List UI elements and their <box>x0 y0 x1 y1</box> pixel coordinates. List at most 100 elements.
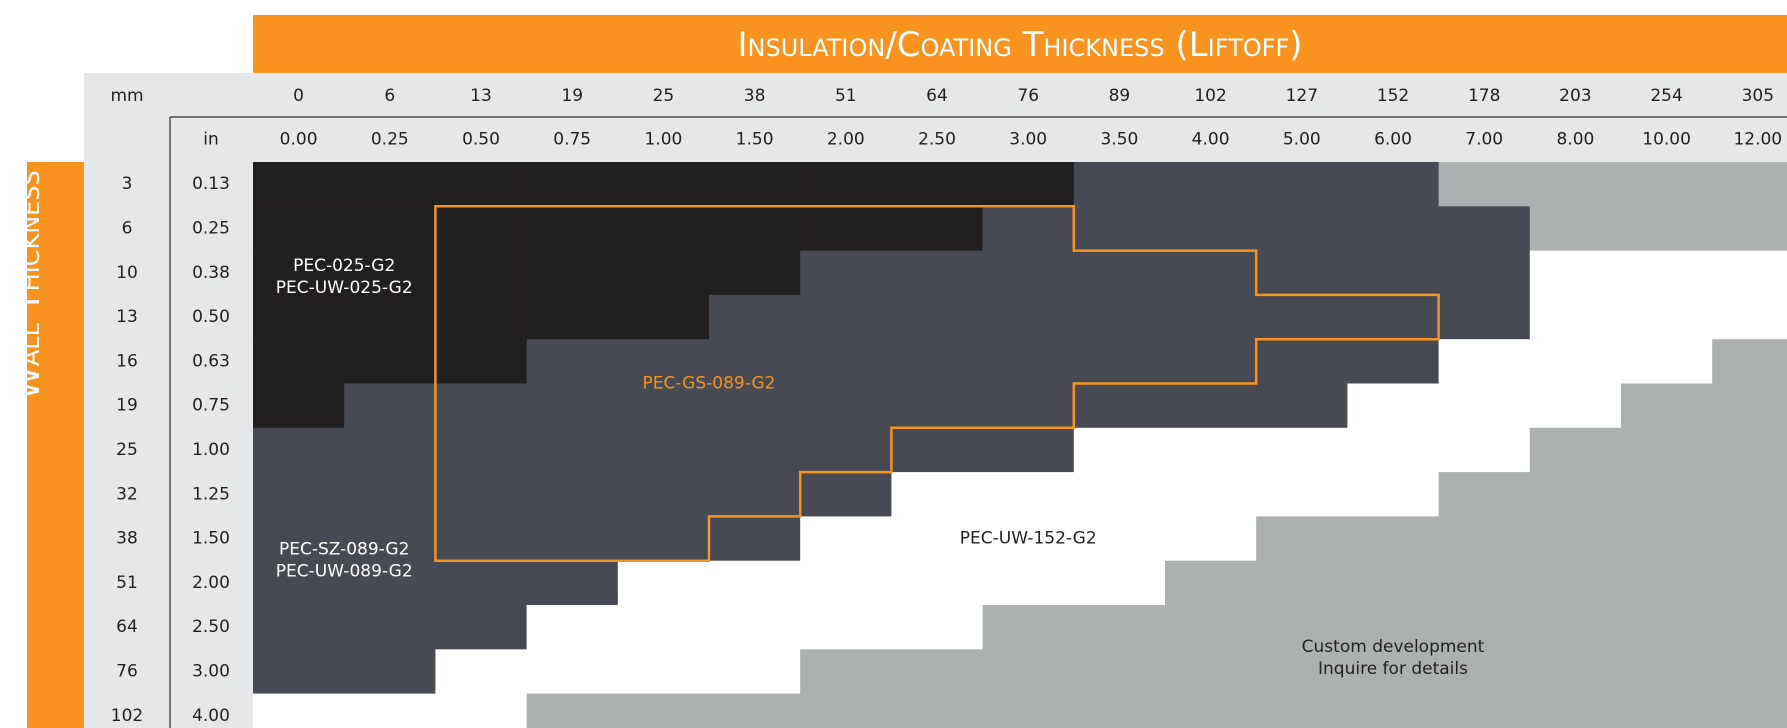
y-tick-mm: 16 <box>116 351 138 371</box>
cell-r10-c14 <box>1529 605 1622 650</box>
cell-r9-c2 <box>435 560 528 606</box>
cell-r11-c9 <box>1073 649 1166 695</box>
cell-r9-c9 <box>1073 560 1166 606</box>
cell-r10-c16 <box>1712 605 1787 650</box>
liftoff-header-banner: Insulation/Coating Thickness (Liftoff) <box>253 15 1787 73</box>
y-tick-in: 2.00 <box>192 573 230 593</box>
cell-r12-c6 <box>800 693 892 728</box>
cell-r5-c13 <box>1438 383 1531 429</box>
cell-r3-c8 <box>982 294 1075 340</box>
cell-r11-c12 <box>1347 649 1440 695</box>
x-tick-mm: 51 <box>835 86 857 106</box>
cell-r10-c10 <box>1165 605 1257 650</box>
cell-r1-c8 <box>982 206 1075 252</box>
cell-r3-c5 <box>709 294 801 340</box>
cell-r4-c3 <box>526 339 619 385</box>
x-tick-in: 4.00 <box>1192 130 1230 150</box>
cell-r5-c12 <box>1347 383 1440 429</box>
cell-r3-c10 <box>1165 294 1257 340</box>
x-tick-in: 6.00 <box>1374 130 1412 150</box>
cell-r4-c5 <box>709 339 801 385</box>
x-tick-mm: 19 <box>561 86 583 106</box>
x-tick-mm: 102 <box>1194 86 1226 106</box>
cell-r8-c1 <box>344 516 436 562</box>
cell-r12-c8 <box>982 693 1075 728</box>
cell-r0-c3 <box>526 162 619 207</box>
cell-r11-c4 <box>617 649 710 695</box>
x-tick-mm: 254 <box>1650 86 1682 106</box>
cell-r3-c6 <box>800 294 892 340</box>
y-tick-in: 0.63 <box>192 351 230 371</box>
y-tick-in: 0.38 <box>192 263 230 283</box>
cell-r6-c2 <box>435 427 528 473</box>
cell-r1-c12 <box>1347 206 1440 252</box>
cell-r0-c12 <box>1347 162 1440 207</box>
cell-r5-c3 <box>526 383 619 429</box>
cell-r3-c7 <box>891 294 984 340</box>
cell-r0-c9 <box>1073 162 1166 207</box>
cell-r10-c4 <box>617 605 710 650</box>
cell-r9-c6 <box>800 560 892 606</box>
region-label-pecsz: PEC-UW-089-G2 <box>276 562 413 582</box>
y-tick-mm: 38 <box>116 529 138 549</box>
cell-r3-c4 <box>617 294 710 340</box>
y-axis-header-bg <box>84 162 253 728</box>
x-tick-mm: 89 <box>1109 86 1131 106</box>
x-tick-mm: 6 <box>384 86 395 106</box>
cell-r8-c9 <box>1073 516 1166 562</box>
cell-r1-c15 <box>1621 206 1713 252</box>
cell-r10-c2 <box>435 605 528 650</box>
cell-r11-c2 <box>435 649 528 695</box>
cell-r10-c5 <box>709 605 801 650</box>
unit-label-mm: mm <box>110 86 143 106</box>
cell-r9-c0 <box>253 560 345 606</box>
cell-r7-c13 <box>1438 472 1531 517</box>
cell-r4-c1 <box>344 339 436 385</box>
cell-r12-c9 <box>1073 693 1166 728</box>
cell-r6-c6 <box>800 427 892 473</box>
cell-r2-c1 <box>344 250 436 296</box>
cell-r4-c10 <box>1165 339 1257 385</box>
cell-r4-c8 <box>982 339 1075 385</box>
y-tick-in: 4.00 <box>192 706 230 726</box>
cell-r4-c12 <box>1347 339 1440 385</box>
cell-r7-c1 <box>344 472 436 517</box>
cell-r12-c4 <box>617 693 710 728</box>
cell-r9-c7 <box>891 560 984 606</box>
cell-r11-c10 <box>1165 649 1257 695</box>
cell-r2-c15 <box>1621 250 1713 296</box>
cell-r5-c10 <box>1165 383 1257 429</box>
x-tick-in: 2.00 <box>827 130 865 150</box>
cell-r9-c5 <box>709 560 801 606</box>
y-tick-in: 2.50 <box>192 617 230 637</box>
region-label-pecgs: PEC-GS-089-G2 <box>643 374 776 394</box>
cell-r5-c0 <box>253 383 345 429</box>
cell-r8-c12 <box>1347 516 1440 562</box>
cell-r6-c8 <box>982 427 1075 473</box>
x-tick-mm: 64 <box>926 86 948 106</box>
cell-r4-c11 <box>1256 339 1348 385</box>
cell-r6-c15 <box>1621 427 1713 473</box>
cell-r1-c1 <box>344 206 436 252</box>
y-tick-mm: 51 <box>116 573 138 593</box>
cell-r12-c0 <box>253 693 345 728</box>
x-tick-in: 0.75 <box>553 130 591 150</box>
cell-r0-c1 <box>344 162 436 207</box>
x-tick-in: 0.00 <box>280 130 318 150</box>
cell-r0-c11 <box>1256 162 1348 207</box>
cell-r0-c4 <box>617 162 710 207</box>
cell-r4-c14 <box>1529 339 1622 385</box>
cell-r4-c6 <box>800 339 892 385</box>
cell-r8-c11 <box>1256 516 1348 562</box>
cell-r10-c1 <box>344 605 436 650</box>
region-label-custom: Inquire for details <box>1318 659 1468 679</box>
cell-r2-c4 <box>617 250 710 296</box>
y-tick-in: 1.00 <box>192 440 230 460</box>
x-tick-in: 12.00 <box>1733 130 1782 150</box>
cell-r7-c10 <box>1165 472 1257 517</box>
y-tick-in: 0.75 <box>192 396 230 416</box>
cell-r9-c16 <box>1712 560 1787 606</box>
cell-r11-c6 <box>800 649 892 695</box>
cell-r9-c15 <box>1621 560 1713 606</box>
cell-r8-c3 <box>526 516 619 562</box>
